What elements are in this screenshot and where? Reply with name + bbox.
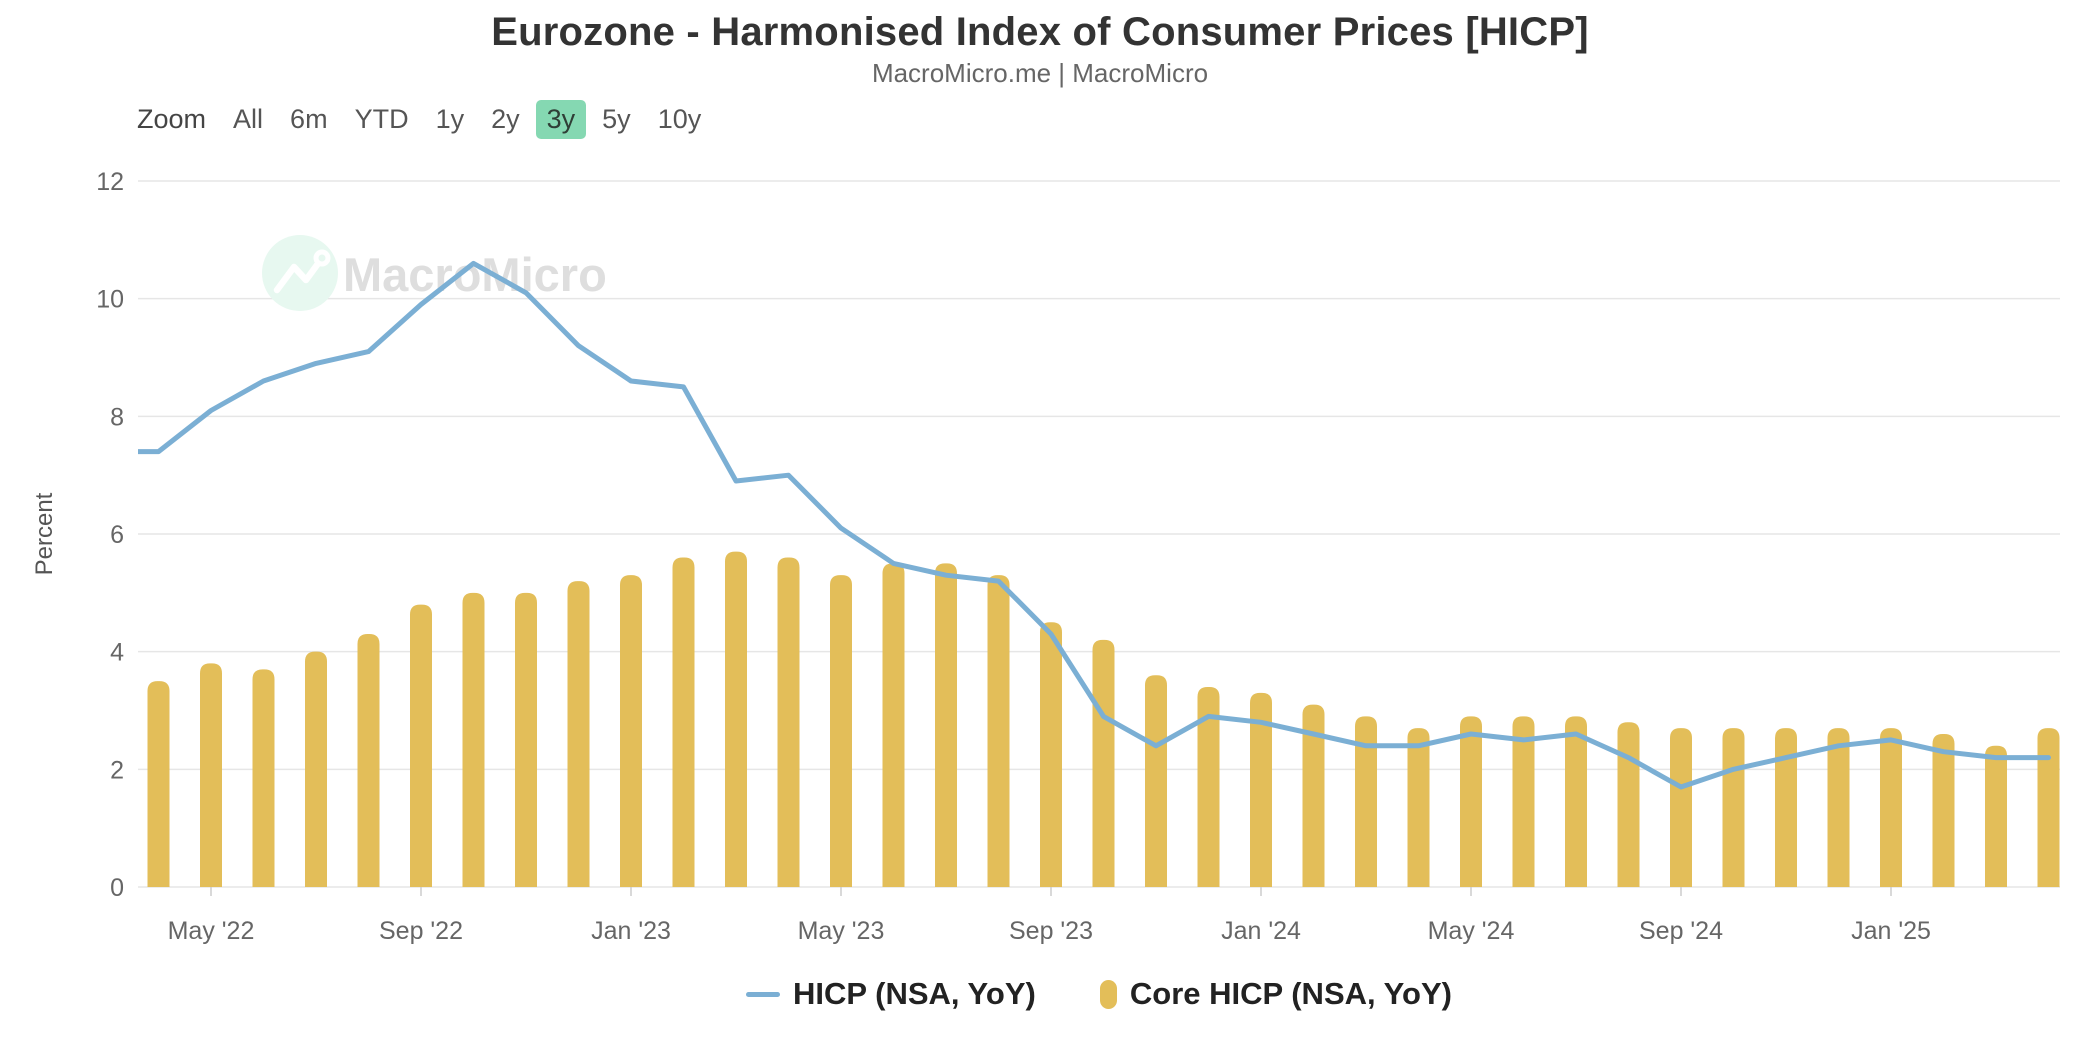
bar-core-hicp-2024-02[interactable] bbox=[1302, 704, 1325, 887]
bar-core-hicp-2023-06[interactable] bbox=[882, 563, 905, 887]
bar-core-hicp-2023-05[interactable] bbox=[830, 575, 852, 887]
bar-core-hicp-2022-10[interactable] bbox=[462, 592, 485, 887]
page-title: Eurozone - Harmonised Index of Consumer … bbox=[491, 10, 1589, 54]
watermark-trendline-icon bbox=[273, 261, 321, 294]
y-axis-label-4: 4 bbox=[110, 639, 124, 667]
x-axis-label-2022-05: May '22 bbox=[168, 917, 255, 945]
chart-subtitle: MacroMicro.me | MacroMicro bbox=[871, 58, 1209, 88]
bar-core-hicp-2024-04[interactable] bbox=[1407, 728, 1430, 887]
x-axis-label-2025-01: Jan '25 bbox=[1851, 917, 1931, 945]
bar-core-hicp-2023-02[interactable] bbox=[672, 557, 695, 887]
bar-core-hicp-2023-11[interactable] bbox=[1145, 675, 1167, 887]
bar-core-hicp-2024-07[interactable] bbox=[1565, 716, 1587, 887]
bar-core-hicp-2024-11[interactable] bbox=[1775, 728, 1797, 887]
legend-label-core-hicp: Core HICP (NSA, YoY) bbox=[1129, 976, 1452, 1011]
range-buttons-group: All 6m YTD 1y 2y 3y 5y 10y bbox=[222, 100, 712, 139]
x-axis-label-2024-05: May '24 bbox=[1428, 917, 1515, 945]
bar-core-hicp-2025-01[interactable] bbox=[1880, 728, 1902, 887]
x-axis-label-2022-09: Sep '22 bbox=[379, 917, 463, 945]
bar-core-hicp-2023-10[interactable] bbox=[1092, 639, 1115, 887]
range-button-3y[interactable]: 3y bbox=[535, 100, 587, 139]
bar-core-hicp-2024-06[interactable] bbox=[1512, 716, 1535, 887]
range-toolbar: Zoom All 6m YTD 1y 2y 3y 5y 10y bbox=[126, 100, 712, 139]
y-axis-label-10: 10 bbox=[96, 286, 124, 314]
bar-core-hicp-2022-08[interactable] bbox=[357, 634, 380, 887]
bar-core-hicp-2022-06[interactable] bbox=[252, 669, 275, 887]
line-hicp[interactable] bbox=[106, 260, 2051, 790]
watermark: MacroMicro bbox=[262, 235, 607, 311]
bar-core-hicp-2022-09[interactable] bbox=[410, 604, 432, 887]
bar-core-hicp-2023-08[interactable] bbox=[987, 575, 1010, 887]
x-axis-label-2024-09: Sep '24 bbox=[1639, 917, 1723, 945]
x-axis-label-2023-05: May '23 bbox=[798, 917, 885, 945]
range-button-5y[interactable]: 5y bbox=[602, 104, 631, 134]
bar-core-hicp-2024-10[interactable] bbox=[1722, 728, 1745, 887]
x-axis-label-2024-01: Jan '24 bbox=[1221, 917, 1301, 945]
y-axis-title: Percent bbox=[31, 492, 58, 575]
range-button-all[interactable]: All bbox=[233, 104, 264, 134]
bar-core-hicp-2022-11[interactable] bbox=[515, 592, 537, 887]
watermark-trendline-dot-icon bbox=[313, 249, 331, 267]
bar-core-hicp-2024-01[interactable] bbox=[1250, 692, 1272, 887]
bar-core-hicp-2024-09[interactable] bbox=[1670, 728, 1692, 887]
y-axis-label-12: 12 bbox=[96, 168, 124, 196]
x-axis-label-2023-01: Jan '23 bbox=[591, 917, 671, 945]
bar-core-hicp-2024-12[interactable] bbox=[1827, 728, 1850, 887]
bar-core-hicp-2023-01[interactable] bbox=[620, 575, 642, 887]
bar-core-hicp-2022-04[interactable] bbox=[147, 681, 170, 887]
range-button-ytd[interactable]: YTD bbox=[354, 104, 409, 134]
legend: HICP (NSA, YoY) Core HICP (NSA, YoY) bbox=[138, 976, 2060, 1012]
bar-core-hicp-2023-07[interactable] bbox=[935, 563, 957, 887]
bar-core-hicp-2023-04[interactable] bbox=[777, 557, 800, 887]
range-button-6m[interactable]: 6m bbox=[290, 104, 328, 134]
x-axis-label-2023-09: Sep '23 bbox=[1009, 917, 1093, 945]
legend-item-hicp[interactable]: HICP (NSA, YoY) bbox=[746, 976, 1036, 1012]
legend-item-core-hicp[interactable]: Core HICP (NSA, YoY) bbox=[1099, 976, 1452, 1012]
bar-core-hicp-2022-07[interactable] bbox=[305, 651, 327, 887]
range-button-2y[interactable]: 2y bbox=[491, 104, 520, 134]
bar-core-hicp-2023-03[interactable] bbox=[725, 551, 747, 887]
bar-core-hicp-2025-04[interactable] bbox=[2037, 728, 2060, 887]
y-axis-label-2: 2 bbox=[110, 756, 124, 784]
legend-label-hicp: HICP (NSA, YoY) bbox=[793, 976, 1036, 1011]
y-axis-label-0: 0 bbox=[110, 874, 124, 902]
bar-core-hicp-2024-03[interactable] bbox=[1355, 716, 1377, 887]
bar-core-hicp-2025-02[interactable] bbox=[1932, 734, 1955, 887]
bar-core-hicp-2022-12[interactable] bbox=[567, 581, 590, 887]
bar-series-marker-icon bbox=[1099, 979, 1117, 1009]
y-axis-label-8: 8 bbox=[110, 403, 124, 431]
range-button-10y[interactable]: 10y bbox=[657, 104, 702, 134]
range-button-1y[interactable]: 1y bbox=[435, 104, 465, 134]
bar-core-hicp-2023-12[interactable] bbox=[1197, 686, 1220, 887]
bar-core-hicp-2023-09[interactable] bbox=[1040, 622, 1062, 887]
bar-core-hicp-2024-08[interactable] bbox=[1617, 722, 1640, 887]
bar-core-hicp-2025-03[interactable] bbox=[1985, 745, 2007, 887]
bar-core-hicp-2024-05[interactable] bbox=[1460, 716, 1482, 887]
line-series-marker-icon bbox=[746, 991, 780, 997]
bar-core-hicp-2022-05[interactable] bbox=[200, 663, 222, 887]
zoom-label: Zoom bbox=[137, 104, 207, 134]
y-axis-label-6: 6 bbox=[110, 521, 124, 549]
watermark-brand-text: MacroMicro bbox=[343, 248, 607, 301]
